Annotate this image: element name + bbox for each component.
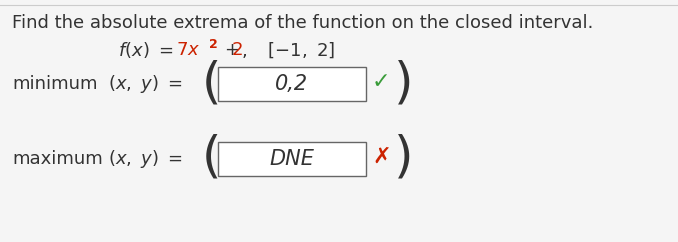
Text: minimum: minimum xyxy=(12,75,98,93)
Text: DNE: DNE xyxy=(269,149,315,169)
Text: $\ +\ $: $\ +\ $ xyxy=(215,41,239,59)
Text: ): ) xyxy=(394,59,414,107)
Text: $\mathit{f}(\mathit{x})\ =\ $: $\mathit{f}(\mathit{x})\ =\ $ xyxy=(118,40,174,60)
Text: ): ) xyxy=(394,134,414,182)
Text: maximum: maximum xyxy=(12,150,103,168)
Text: $\mathit{2}$: $\mathit{2}$ xyxy=(231,41,243,59)
Text: (: ( xyxy=(202,134,222,182)
Text: $,\ \ \ [-1,\ 2]$: $,\ \ \ [-1,\ 2]$ xyxy=(241,40,336,60)
Text: ✓: ✓ xyxy=(372,72,391,92)
Text: $(\mathit{x},\ \mathit{y})\ =$: $(\mathit{x},\ \mathit{y})\ =$ xyxy=(108,73,183,95)
Text: $\mathit{7x}$: $\mathit{7x}$ xyxy=(176,41,200,59)
Text: ✗: ✗ xyxy=(372,147,391,167)
Text: Find the absolute extrema of the function on the closed interval.: Find the absolute extrema of the functio… xyxy=(12,14,593,32)
Text: $(\mathit{x},\ \mathit{y})\ =$: $(\mathit{x},\ \mathit{y})\ =$ xyxy=(108,148,183,170)
FancyBboxPatch shape xyxy=(218,67,366,101)
Text: $\mathbf{2}$: $\mathbf{2}$ xyxy=(208,38,218,51)
FancyBboxPatch shape xyxy=(218,142,366,176)
Text: 0,2: 0,2 xyxy=(275,74,308,94)
Text: (: ( xyxy=(202,59,222,107)
